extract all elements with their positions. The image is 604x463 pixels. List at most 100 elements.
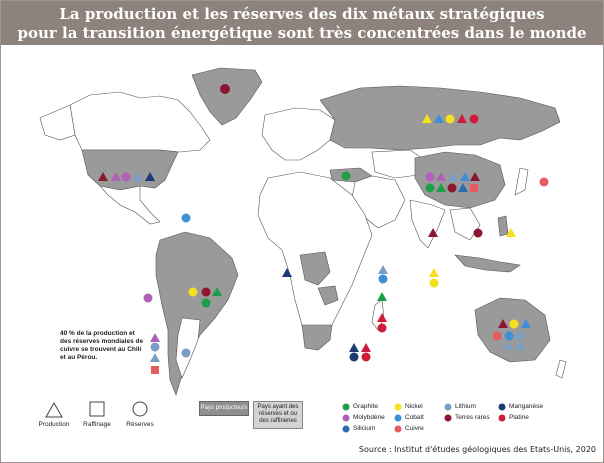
dr-congo xyxy=(299,251,331,286)
refining-shape-icon xyxy=(89,401,105,417)
south-africa-manganese-prod xyxy=(349,343,359,352)
title-line-1: La production et les réserves des dix mé… xyxy=(59,5,545,23)
australia xyxy=(474,297,551,363)
chile-molybdenum-prod xyxy=(150,333,160,342)
indonesia xyxy=(454,254,521,273)
russia-nickel-reserve xyxy=(445,114,455,124)
south-africa-platinum-prod xyxy=(361,343,371,352)
indonesia-nickel-prod xyxy=(429,268,439,277)
south-africa-platinum-reserve xyxy=(361,352,371,362)
india xyxy=(409,199,446,249)
map-markers xyxy=(98,84,549,374)
greenland-rare-earth-reserve xyxy=(220,84,230,94)
australia-rare-earth-prod xyxy=(498,319,508,328)
argentina-lithium-reserve xyxy=(181,348,191,358)
china-graphite-reserve xyxy=(425,183,435,193)
legend-cobalt: Cobalt xyxy=(405,414,424,421)
australia-copper-reserve xyxy=(492,331,502,341)
usa-manganese-prod xyxy=(145,172,155,181)
reserves-label: Réserves xyxy=(126,421,154,428)
philippines xyxy=(497,215,509,237)
south-america xyxy=(155,231,239,396)
production-label: Production xyxy=(38,421,70,428)
usa xyxy=(81,149,179,191)
china-graphite-prod xyxy=(436,183,446,192)
reserves-shape-icon xyxy=(132,401,148,417)
china-molybdenum-prod xyxy=(436,172,446,181)
brazil-graphite-reserve xyxy=(201,298,211,308)
philippines-nickel-prod xyxy=(506,228,516,237)
madagascar-platinum-reserve xyxy=(377,323,387,333)
indonesia-nickel-reserve xyxy=(429,278,439,288)
legend-nickel: Nickel xyxy=(405,403,423,410)
australia-cobalt-prod xyxy=(521,319,531,328)
vietnam-rare-earth-reserve xyxy=(473,228,483,238)
producers-legend-box: Pays producteurs xyxy=(199,401,249,416)
australia-lithium-reserve xyxy=(515,331,525,341)
usa-molybdenum-reserve xyxy=(121,172,131,182)
congo-lithium-prod xyxy=(378,265,388,274)
usa-molybdenum-prod xyxy=(111,172,121,181)
metal-legend-swatches xyxy=(342,403,506,433)
china-molybdenum-reserve xyxy=(425,172,435,182)
congo-cobalt-reserve xyxy=(378,274,388,284)
legend-manganese: Manganèse xyxy=(509,403,543,410)
china-rare-earth-reserve xyxy=(447,183,457,193)
gabon-manganese-prod xyxy=(282,268,292,277)
mozambique-graphite-prod xyxy=(377,292,387,301)
japan-copper-reserve xyxy=(539,177,549,187)
turkey-graphite-reserve xyxy=(341,171,351,181)
china-copper-refining xyxy=(470,184,478,192)
caribbean-cobalt-reserve xyxy=(181,213,191,223)
greenland xyxy=(191,67,263,126)
zambia xyxy=(317,285,339,306)
chile-copper-reserve xyxy=(150,342,160,352)
legend-silicon: Silicium xyxy=(353,425,376,432)
india-rare-earth-prod xyxy=(428,228,438,237)
peru-molybdenum-reserve xyxy=(143,293,153,303)
usa-lithium-prod xyxy=(133,172,143,181)
australia-manganese-prod xyxy=(515,341,525,350)
title-bar: La production et les réserves des dix mé… xyxy=(1,1,603,45)
brazil-nickel-reserve xyxy=(188,287,198,297)
mexico xyxy=(99,185,161,225)
australia-nickel-reserve xyxy=(509,319,519,329)
russia-platinum-prod xyxy=(457,114,467,123)
legend-copper: Cuivre xyxy=(405,425,424,432)
legend-platinum: Platine xyxy=(509,414,529,421)
china-lithium-prod xyxy=(448,172,458,181)
source-credit: Source : Institut d'études géologiques d… xyxy=(358,445,596,454)
china-cobalt-prod xyxy=(460,172,470,181)
china-silicon-prod xyxy=(458,183,468,192)
europe xyxy=(261,107,336,161)
refiners-legend-box: Pays ayant des réserves et ou des raffin… xyxy=(253,401,303,429)
canada xyxy=(69,91,211,153)
south-africa xyxy=(301,324,333,351)
legend-graphite: Graphite xyxy=(353,403,378,410)
japan xyxy=(514,167,529,196)
south-africa-manganese-reserve xyxy=(349,352,359,362)
chile-copper-refining xyxy=(151,366,159,374)
legend-rare-earths: Terres rares xyxy=(455,414,490,421)
title-line-2: pour la transition énergétique sont très… xyxy=(17,24,587,42)
legend-lithium: Lithium xyxy=(455,403,476,410)
china xyxy=(414,151,506,209)
brazil-graphite-prod xyxy=(212,287,222,296)
australia-lithium-prod xyxy=(503,341,513,350)
china-rare-earth-prod xyxy=(470,172,480,181)
australia-cobalt-reserve xyxy=(504,331,514,341)
argentina xyxy=(175,317,201,379)
russia-cobalt-prod xyxy=(434,114,444,123)
chile-peru-copper-note: 40 % de la production et des réserves mo… xyxy=(60,330,144,361)
brazil-rare-earth-reserve xyxy=(201,287,211,297)
refining-label: Raffinage xyxy=(83,421,111,428)
legend-molybdenum: Molybdène xyxy=(353,414,385,421)
production-shape-icon xyxy=(45,401,63,418)
chile-lithium-prod xyxy=(150,353,160,362)
usa-rare-earth-prod xyxy=(98,172,108,181)
new-zealand xyxy=(555,359,567,379)
madagascar-platinum-prod xyxy=(377,313,387,322)
alaska xyxy=(39,104,76,141)
russia-nickel-prod xyxy=(422,114,432,123)
